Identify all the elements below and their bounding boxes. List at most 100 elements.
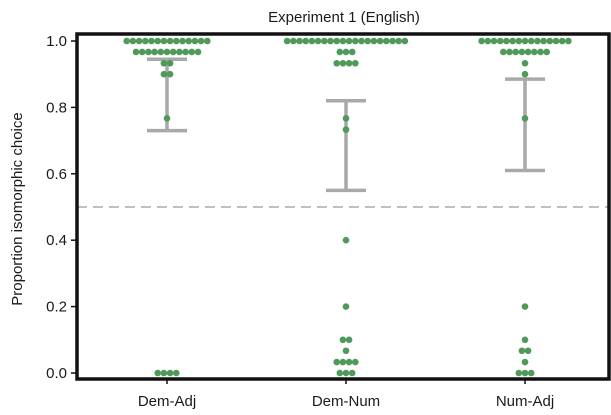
data-point bbox=[500, 48, 507, 56]
y-axis-title: Proportion isomorphic choice bbox=[9, 112, 26, 305]
data-point bbox=[518, 48, 526, 56]
plot-frame bbox=[75, 32, 611, 381]
data-point bbox=[389, 37, 396, 45]
data-point bbox=[537, 48, 544, 56]
data-point bbox=[336, 48, 344, 56]
data-point bbox=[345, 358, 353, 366]
data-point bbox=[138, 48, 146, 56]
y-tick-label: 1.0 bbox=[46, 33, 67, 50]
data-point bbox=[521, 303, 529, 310]
data-point bbox=[302, 37, 310, 45]
data-point bbox=[364, 37, 372, 45]
data-point bbox=[157, 48, 165, 56]
data-point bbox=[135, 37, 143, 45]
data-point bbox=[169, 48, 177, 56]
data-point bbox=[509, 37, 516, 45]
x-tick-label: Dem-Num bbox=[312, 393, 380, 410]
data-point bbox=[154, 369, 161, 377]
data-point bbox=[521, 59, 529, 67]
data-points bbox=[123, 37, 572, 377]
data-point bbox=[543, 48, 550, 56]
data-point bbox=[339, 358, 347, 366]
data-point bbox=[521, 336, 529, 344]
data-point bbox=[333, 59, 341, 67]
y-tick-label: 0.4 bbox=[46, 232, 67, 249]
data-point bbox=[358, 37, 365, 45]
data-point bbox=[395, 37, 403, 45]
data-point bbox=[345, 37, 353, 45]
data-point bbox=[345, 336, 353, 344]
y-tick-label: 0.8 bbox=[46, 99, 67, 116]
data-point bbox=[166, 37, 174, 45]
data-point bbox=[478, 37, 485, 45]
data-point bbox=[290, 37, 297, 45]
data-point bbox=[527, 369, 535, 377]
data-point bbox=[166, 70, 174, 78]
data-point bbox=[185, 37, 192, 45]
data-point bbox=[484, 37, 492, 45]
data-point bbox=[521, 70, 529, 78]
data-point bbox=[376, 37, 384, 45]
data-point bbox=[145, 48, 152, 56]
data-point bbox=[565, 37, 572, 45]
data-point bbox=[166, 59, 174, 67]
data-point bbox=[518, 347, 526, 355]
data-point bbox=[490, 37, 498, 45]
data-point bbox=[204, 37, 211, 45]
y-tick-label: 0.6 bbox=[46, 166, 67, 183]
data-point bbox=[342, 236, 350, 244]
data-point bbox=[352, 59, 359, 67]
data-point bbox=[515, 37, 523, 45]
data-point bbox=[142, 37, 149, 45]
data-point bbox=[160, 37, 168, 45]
data-point bbox=[173, 37, 180, 45]
data-point bbox=[327, 37, 334, 45]
data-point bbox=[348, 48, 356, 56]
data-point bbox=[333, 358, 341, 366]
data-point bbox=[352, 37, 359, 45]
data-point bbox=[160, 369, 168, 377]
data-point bbox=[503, 37, 510, 45]
data-point bbox=[521, 37, 529, 45]
data-point bbox=[154, 37, 161, 45]
data-point bbox=[352, 358, 359, 366]
data-point bbox=[524, 48, 532, 56]
data-point bbox=[506, 48, 513, 56]
chart-title: Experiment 1 (English) bbox=[268, 9, 420, 26]
data-point bbox=[512, 48, 519, 56]
data-point bbox=[527, 37, 535, 45]
data-point bbox=[342, 303, 350, 310]
data-point bbox=[160, 70, 168, 78]
data-point bbox=[370, 37, 378, 45]
data-point bbox=[173, 369, 180, 377]
data-point bbox=[521, 358, 529, 366]
data-point bbox=[148, 37, 155, 45]
y-tick-label: 0.2 bbox=[46, 299, 67, 316]
data-point bbox=[308, 37, 316, 45]
data-point bbox=[401, 37, 409, 45]
data-point bbox=[342, 115, 350, 122]
data-point bbox=[339, 37, 347, 45]
data-point bbox=[321, 37, 328, 45]
data-point bbox=[188, 48, 196, 56]
data-point bbox=[515, 369, 523, 377]
data-point bbox=[176, 48, 183, 56]
data-point bbox=[383, 37, 390, 45]
data-point bbox=[194, 48, 202, 56]
data-point bbox=[531, 48, 538, 56]
data-point bbox=[283, 37, 291, 45]
data-point bbox=[540, 37, 547, 45]
data-point bbox=[552, 37, 560, 45]
error-bars bbox=[147, 57, 545, 193]
data-point bbox=[163, 48, 171, 56]
data-point bbox=[151, 48, 158, 56]
data-point bbox=[534, 37, 541, 45]
x-axis: Dem-Adj Dem-Num Num-Adj bbox=[138, 379, 554, 410]
data-point bbox=[160, 59, 168, 67]
data-point bbox=[342, 126, 350, 133]
data-point bbox=[333, 37, 341, 45]
data-point bbox=[348, 369, 356, 377]
data-point bbox=[197, 37, 205, 45]
data-point bbox=[345, 59, 353, 67]
